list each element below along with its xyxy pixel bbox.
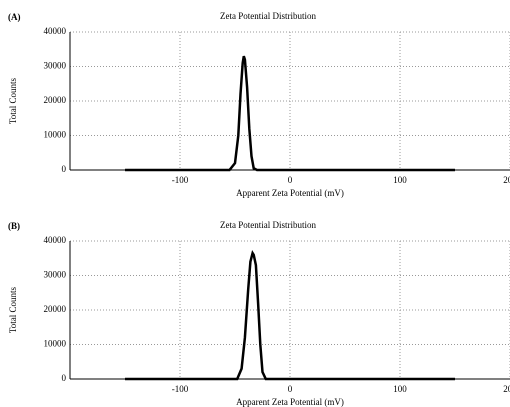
y-tick-label: 10000 [44,339,67,349]
y-tick-label: 10000 [44,130,67,140]
y-tick-label: 40000 [44,26,67,36]
x-tick-label: 0 [288,384,293,394]
x-axis-label: Apparent Zeta Potential (mV) [236,188,344,198]
x-tick-label: 100 [393,175,407,185]
x-tick-label: 0 [288,175,293,185]
y-tick-label: 0 [62,373,67,383]
y-tick-label: 0 [62,164,67,174]
chart-title: Zeta Potential Distribution [220,11,316,21]
x-tick-label: 200 [503,384,510,394]
panel-label: (A) [8,12,21,22]
y-tick-label: 30000 [44,61,67,71]
x-tick-label: 200 [503,175,510,185]
y-tick-label: 20000 [44,95,67,105]
y-axis-label: Total Counts [8,77,18,124]
panel-label: (B) [8,221,20,231]
y-tick-label: 40000 [44,235,67,245]
line [125,55,455,172]
x-tick-label: 100 [393,384,407,394]
y-axis-label: Total Counts [8,286,18,333]
x-tick-label: -100 [172,384,189,394]
chart-title: Zeta Potential Distribution [220,220,316,230]
x-tick-label: -100 [172,175,189,185]
y-tick-label: 20000 [44,304,67,314]
y-tick-label: 30000 [44,270,67,280]
line [125,249,455,381]
x-axis-label: Apparent Zeta Potential (mV) [236,397,344,407]
